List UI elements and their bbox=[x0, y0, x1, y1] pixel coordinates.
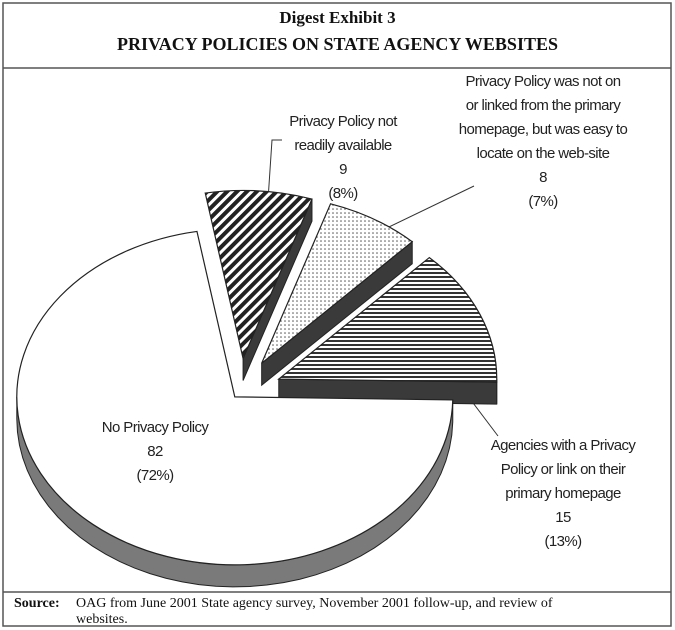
slice bbox=[16, 230, 454, 566]
source-text: OAG from June 2001 State agency survey, … bbox=[76, 596, 553, 627]
source-note: Source: OAG from June 2001 State agency … bbox=[14, 596, 574, 628]
category-label: No Privacy Policy bbox=[101, 419, 209, 436]
percent-label: (8%) bbox=[328, 185, 358, 202]
slice bbox=[204, 189, 313, 361]
category-label: Privacy Policy not readily available bbox=[289, 113, 397, 154]
slice-label: Agencies with a Privacy Policy or link o… bbox=[478, 434, 648, 554]
slice bbox=[261, 203, 414, 364]
count-label: 15 bbox=[555, 509, 571, 526]
chart-title: Digest Exhibit 3 bbox=[279, 8, 396, 27]
slice-label: Privacy Policy not readily available 9 (8%… bbox=[268, 110, 418, 206]
slice-label: No Privacy Policy 82 (72%) bbox=[60, 416, 250, 488]
count-label: 82 bbox=[147, 443, 163, 460]
category-label: Agencies with a Privacy Policy or link o… bbox=[490, 437, 636, 502]
percent-label: (7%) bbox=[528, 193, 558, 210]
source-label: Source: bbox=[14, 596, 60, 611]
leader-line bbox=[267, 139, 282, 201]
slice bbox=[277, 256, 498, 383]
percent-label: (72%) bbox=[136, 467, 174, 484]
count-label: 8 bbox=[539, 169, 547, 186]
count-label: 9 bbox=[339, 161, 347, 178]
percent-label: (13%) bbox=[544, 533, 582, 550]
chart-subtitle: PRIVACY POLICIES ON STATE AGENCY WEBSITE… bbox=[117, 34, 558, 54]
category-label: Privacy Policy was not on or linked from… bbox=[458, 73, 628, 162]
slice-label: Privacy Policy was not on or linked from… bbox=[458, 70, 628, 214]
